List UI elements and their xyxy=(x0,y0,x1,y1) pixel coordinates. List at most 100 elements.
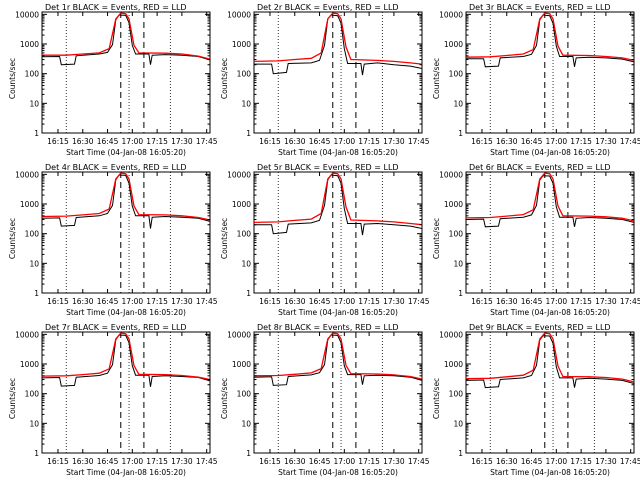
x-tick-label: 16:30 xyxy=(284,457,306,466)
events-series-line xyxy=(254,174,423,236)
y-axis-label: Counts/sec xyxy=(8,378,17,419)
y-tick-label: 10000 xyxy=(227,330,251,339)
plot-frame xyxy=(253,331,423,454)
y-tick-label: 100 xyxy=(449,70,464,79)
lld-series-line xyxy=(41,172,211,221)
y-tick-label: 100 xyxy=(25,390,40,399)
detector-panel: 1 10 100 1000 10000 16:15 16:30 16:45 17:00 17:15… xyxy=(220,323,430,477)
y-tick-label: 10 xyxy=(241,99,251,108)
y-axis-label: Counts/sec xyxy=(220,58,229,99)
events-series-line xyxy=(41,14,211,66)
y-axis-label: Counts/sec xyxy=(432,218,441,259)
y-tick-label: 100 xyxy=(449,390,464,399)
lld-series-line xyxy=(253,172,423,226)
y-tick-label: 1000 xyxy=(232,40,251,49)
x-tick-label: 17:15 xyxy=(146,457,168,466)
y-tick-label: 10000 xyxy=(439,10,463,19)
x-tick-label: 16:15 xyxy=(471,297,493,306)
y-tick-label: 1 xyxy=(34,449,39,458)
x-tick-label: 16:15 xyxy=(471,457,493,466)
panel-title: Det 9r BLACK = Events, RED = LLD xyxy=(469,323,611,332)
plot-frame xyxy=(41,331,211,454)
x-tick-label: 17:45 xyxy=(196,137,218,146)
x-tick-label: 17:30 xyxy=(595,137,617,146)
y-tick-label: 100 xyxy=(237,230,252,239)
detector-panel: 1 10 100 1000 10000 16:15 16:30 16:45 17:00 17:15… xyxy=(8,323,218,477)
x-tick-label: 17:15 xyxy=(358,297,380,306)
detector-panel: 1 10 100 1000 10000 16:15 16:30 16:45 17:00 17:15… xyxy=(220,3,430,157)
x-tick-label: 17:15 xyxy=(358,137,380,146)
lld-series-line xyxy=(465,172,635,222)
x-tick-label: 16:30 xyxy=(72,297,94,306)
y-tick-label: 1000 xyxy=(444,40,463,49)
y-tick-label: 1000 xyxy=(444,200,463,209)
x-tick-label: 16:45 xyxy=(97,137,119,146)
x-tick-label: 16:45 xyxy=(521,457,543,466)
x-tick-label: 17:00 xyxy=(546,137,568,146)
panel-title: Det 6r BLACK = Events, RED = LLD xyxy=(469,163,611,172)
lld-series-line xyxy=(42,12,211,60)
x-tick-label: 16:15 xyxy=(47,457,69,466)
y-tick-label: 1000 xyxy=(444,360,463,369)
x-tick-label: 17:00 xyxy=(122,137,144,146)
x-tick-label: 17:30 xyxy=(595,297,617,306)
x-tick-label: 16:15 xyxy=(47,297,69,306)
y-tick-label: 10000 xyxy=(227,10,251,19)
y-tick-label: 100 xyxy=(237,390,252,399)
y-axis-label: Counts/sec xyxy=(432,58,441,99)
x-tick-label: 16:15 xyxy=(259,297,281,306)
x-tick-label: 17:30 xyxy=(171,137,193,146)
x-tick-label: 17:30 xyxy=(171,457,193,466)
x-tick-label: 17:00 xyxy=(334,297,356,306)
y-tick-label: 10 xyxy=(453,99,463,108)
x-tick-label: 16:45 xyxy=(97,457,119,466)
x-axis-label: Start Time (04-Jan-08 16:05:20) xyxy=(490,468,610,477)
y-tick-label: 10 xyxy=(453,419,463,428)
y-axis-label: Counts/sec xyxy=(8,58,17,99)
y-tick-label: 1 xyxy=(246,289,251,298)
x-tick-label: 16:45 xyxy=(97,297,119,306)
y-tick-label: 10000 xyxy=(15,170,39,179)
y-tick-label: 1 xyxy=(458,449,463,458)
events-series-line xyxy=(465,175,635,228)
x-tick-label: 16:45 xyxy=(309,297,331,306)
y-tick-label: 10000 xyxy=(227,170,251,179)
x-tick-label: 17:00 xyxy=(546,457,568,466)
y-tick-label: 10 xyxy=(29,259,39,268)
x-tick-label: 16:30 xyxy=(496,297,518,306)
plot-frame xyxy=(41,171,211,294)
events-series-line xyxy=(254,14,423,76)
x-tick-label: 17:45 xyxy=(408,297,430,306)
y-tick-label: 10000 xyxy=(15,330,39,339)
x-tick-label: 16:15 xyxy=(47,137,69,146)
x-tick-label: 17:45 xyxy=(196,297,218,306)
x-tick-label: 16:30 xyxy=(496,137,518,146)
y-axis-label: Counts/sec xyxy=(8,218,17,259)
y-axis-label: Counts/sec xyxy=(220,218,229,259)
y-tick-label: 1 xyxy=(458,289,463,298)
panel-title: Det 4r BLACK = Events, RED = LLD xyxy=(45,163,187,172)
x-tick-label: 17:15 xyxy=(358,457,380,466)
panel-title: Det 7r BLACK = Events, RED = LLD xyxy=(45,323,187,332)
x-axis-label: Start Time (04-Jan-08 16:05:20) xyxy=(66,148,186,157)
plot-frame xyxy=(41,11,211,134)
y-tick-label: 1 xyxy=(246,449,251,458)
x-axis-label: Start Time (04-Jan-08 16:05:20) xyxy=(278,468,398,477)
plot-frame xyxy=(253,11,423,134)
plot-frame xyxy=(253,171,423,294)
x-tick-label: 17:45 xyxy=(620,137,640,146)
x-tick-label: 17:45 xyxy=(196,457,218,466)
y-tick-label: 100 xyxy=(449,230,464,239)
x-tick-label: 16:30 xyxy=(284,297,306,306)
x-tick-label: 17:00 xyxy=(334,457,356,466)
plot-frame xyxy=(465,11,635,134)
detector-panel: 1 10 100 1000 10000 16:15 16:30 16:45 17:00 17:15… xyxy=(432,323,640,477)
x-axis-label: Start Time (04-Jan-08 16:05:20) xyxy=(278,148,398,157)
x-axis-label: Start Time (04-Jan-08 16:05:20) xyxy=(490,308,610,317)
x-tick-label: 17:15 xyxy=(146,137,168,146)
x-tick-label: 17:00 xyxy=(546,297,568,306)
detector-panel: 1 10 100 1000 10000 16:15 16:30 16:45 17:00 17:15… xyxy=(432,163,640,317)
x-tick-label: 17:45 xyxy=(620,297,640,306)
plot-frame xyxy=(465,331,635,454)
